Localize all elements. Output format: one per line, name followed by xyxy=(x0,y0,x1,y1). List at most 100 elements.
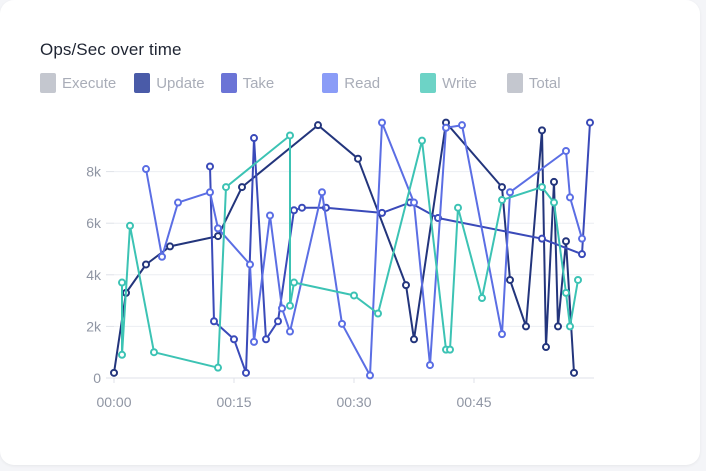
data-point xyxy=(118,350,126,359)
data-point xyxy=(578,250,586,259)
data-point xyxy=(506,275,514,284)
legend-label: Execute xyxy=(62,74,117,92)
legend-label: Take xyxy=(242,74,275,92)
legend-swatch xyxy=(506,73,523,93)
y-tick-label: 4k xyxy=(86,267,102,283)
data-point xyxy=(542,343,550,352)
data-point xyxy=(570,368,578,377)
data-point xyxy=(126,221,134,230)
data-point xyxy=(250,337,258,346)
x-tick-label: 00:30 xyxy=(336,394,371,410)
x-tick-label: 00:15 xyxy=(216,394,251,410)
data-point xyxy=(206,188,214,197)
data-point xyxy=(402,281,410,290)
series-line-0 xyxy=(113,121,575,373)
legend-item-update[interactable]: Update xyxy=(134,73,205,93)
data-point xyxy=(410,198,418,207)
data-point xyxy=(318,188,326,197)
data-point xyxy=(418,136,426,145)
data-point xyxy=(262,335,270,344)
data-point xyxy=(314,121,322,130)
data-point xyxy=(298,203,306,212)
data-point xyxy=(206,162,214,171)
data-point xyxy=(238,183,246,192)
data-point xyxy=(554,322,562,331)
series-line-1 xyxy=(209,122,591,374)
data-point xyxy=(562,146,570,155)
legend-label: Write xyxy=(442,74,477,92)
data-point xyxy=(578,234,586,243)
data-point xyxy=(478,294,486,303)
data-point xyxy=(278,304,286,313)
y-tick-label: 8k xyxy=(86,164,102,180)
legend-item-read[interactable]: Read xyxy=(322,73,380,93)
data-point xyxy=(454,203,462,212)
data-point xyxy=(286,327,294,336)
data-point xyxy=(538,126,546,135)
series-line-3 xyxy=(121,134,579,369)
data-point xyxy=(150,348,158,357)
legend-swatch xyxy=(322,73,339,93)
data-point xyxy=(574,275,582,284)
data-point xyxy=(562,288,570,297)
x-tick-label: 00:00 xyxy=(96,394,131,410)
y-tick-label: 0 xyxy=(93,370,101,386)
data-point xyxy=(378,208,386,217)
data-point xyxy=(562,237,570,246)
data-point xyxy=(498,195,506,204)
data-point xyxy=(538,183,546,192)
data-point xyxy=(286,131,294,140)
legend-swatch xyxy=(134,73,151,93)
chart-title: Ops/Sec over time xyxy=(40,40,182,59)
data-point xyxy=(214,363,222,372)
data-point xyxy=(550,198,558,207)
chart-card: Ops/Sec over time Execute Update Take Read W… xyxy=(0,0,700,465)
data-point xyxy=(222,183,230,192)
y-tick-label: 2k xyxy=(86,318,102,334)
legend-swatch xyxy=(220,73,237,93)
data-point xyxy=(142,260,150,269)
data-point xyxy=(442,123,450,132)
data-point xyxy=(538,234,546,243)
data-point xyxy=(242,368,250,377)
data-point xyxy=(110,368,118,377)
data-point xyxy=(166,242,174,251)
chart-legend: Execute Update Take Read Write Total xyxy=(40,73,561,93)
data-point xyxy=(354,154,362,163)
data-point xyxy=(366,371,374,380)
data-point xyxy=(498,183,506,192)
data-point xyxy=(566,193,574,202)
data-point xyxy=(374,309,382,318)
data-point xyxy=(214,224,222,233)
legend-item-write[interactable]: Write xyxy=(420,73,477,93)
data-point xyxy=(586,118,594,127)
data-point xyxy=(174,198,182,207)
legend-label: Total xyxy=(528,74,561,92)
legend-swatch xyxy=(420,73,437,93)
data-point xyxy=(410,335,418,344)
data-point xyxy=(522,322,530,331)
data-point xyxy=(274,317,282,326)
data-point xyxy=(378,118,386,127)
data-point xyxy=(290,206,298,215)
line-chart: 0 2k 4k 6k 8k 00:00 00:15 00:30 00:45 xyxy=(86,118,594,410)
data-point xyxy=(246,260,254,269)
legend-item-take[interactable]: Take xyxy=(220,73,275,93)
data-point xyxy=(118,278,126,287)
legend-label: Read xyxy=(344,74,381,92)
data-point xyxy=(550,177,558,186)
data-point xyxy=(230,335,238,344)
data-point xyxy=(446,345,454,354)
legend-item-execute[interactable]: Execute xyxy=(40,73,116,93)
data-point xyxy=(566,322,574,331)
data-point xyxy=(498,330,506,339)
data-point xyxy=(158,252,166,261)
x-tick-label: 00:45 xyxy=(456,394,491,410)
data-point xyxy=(426,361,434,370)
data-point xyxy=(214,232,222,241)
data-point xyxy=(290,278,298,287)
legend-item-total[interactable]: Total xyxy=(506,73,561,93)
legend-swatch xyxy=(40,73,56,93)
data-point xyxy=(286,301,294,310)
data-point xyxy=(458,121,466,130)
